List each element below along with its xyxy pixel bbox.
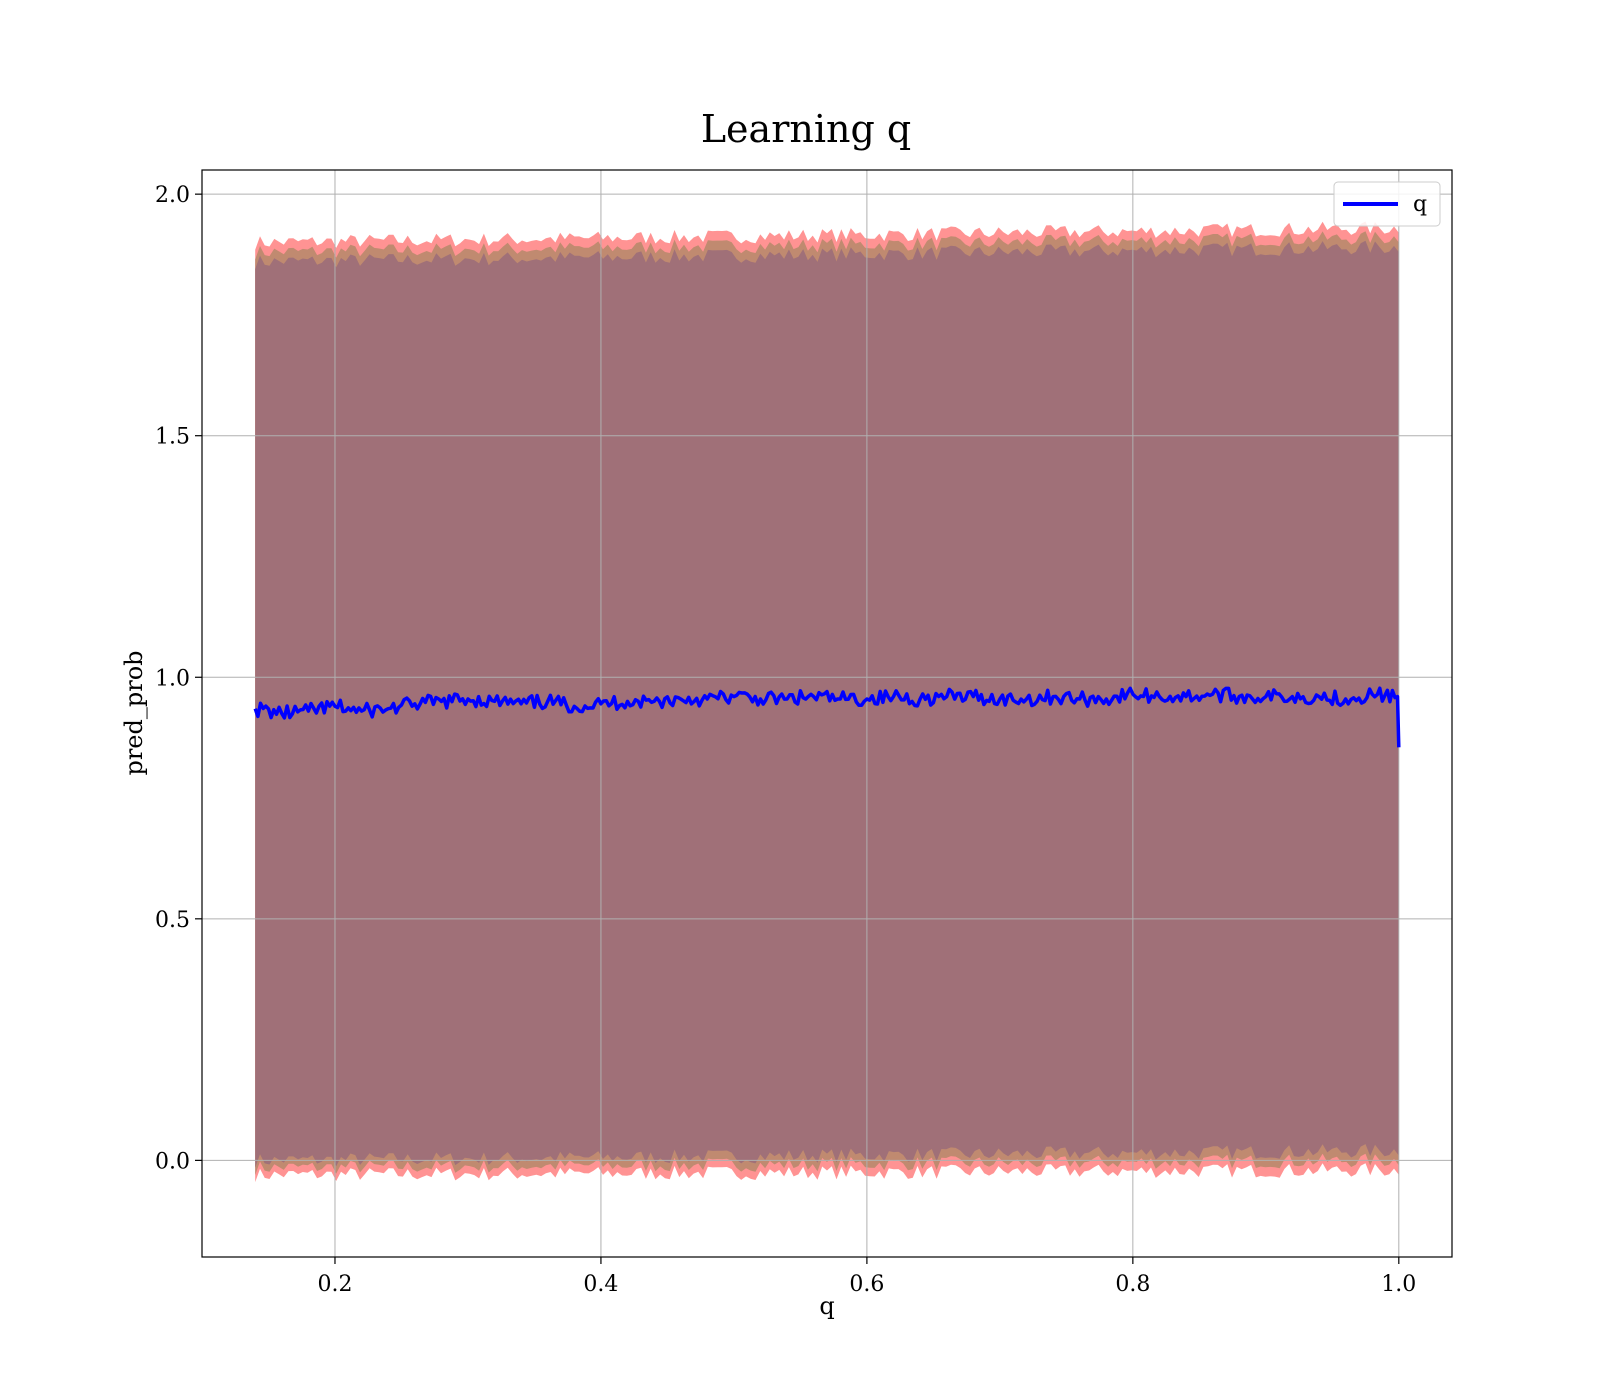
y-axis: 0.0 0.5 1.0 1.5 2.0 <box>155 183 202 1174</box>
x-tick-label-2: 0.6 <box>849 1272 884 1297</box>
x-tick-label-1: 0.4 <box>583 1272 618 1297</box>
y-tick-label-4: 2.0 <box>155 183 190 208</box>
x-tick-label-0: 0.2 <box>317 1272 352 1297</box>
band-inner <box>255 240 1399 1168</box>
y-tick-label-2: 1.0 <box>155 666 190 691</box>
series-q-path <box>253 686 1401 748</box>
x-tick-label-3: 0.8 <box>1115 1272 1150 1297</box>
chart-title: Learning q <box>701 107 911 151</box>
x-axis: 0.2 0.4 0.6 0.8 1.0 <box>317 1257 1416 1297</box>
grid-lines <box>202 170 1452 1257</box>
plot-frame <box>201 169 1453 1258</box>
legend-label-q: q <box>1413 192 1427 217</box>
y-tick-label-0: 0.0 <box>155 1149 190 1174</box>
x-tick-label-4: 1.0 <box>1381 1272 1416 1297</box>
confidence-bands <box>255 221 1399 1183</box>
legend: q <box>1333 181 1441 227</box>
y-tick-label-1: 0.5 <box>155 908 190 933</box>
series-line-q <box>253 686 1401 748</box>
x-axis-label: q <box>819 1292 834 1320</box>
y-tick-label-3: 1.5 <box>155 425 190 450</box>
y-axis-label: pred_prob <box>120 650 148 775</box>
